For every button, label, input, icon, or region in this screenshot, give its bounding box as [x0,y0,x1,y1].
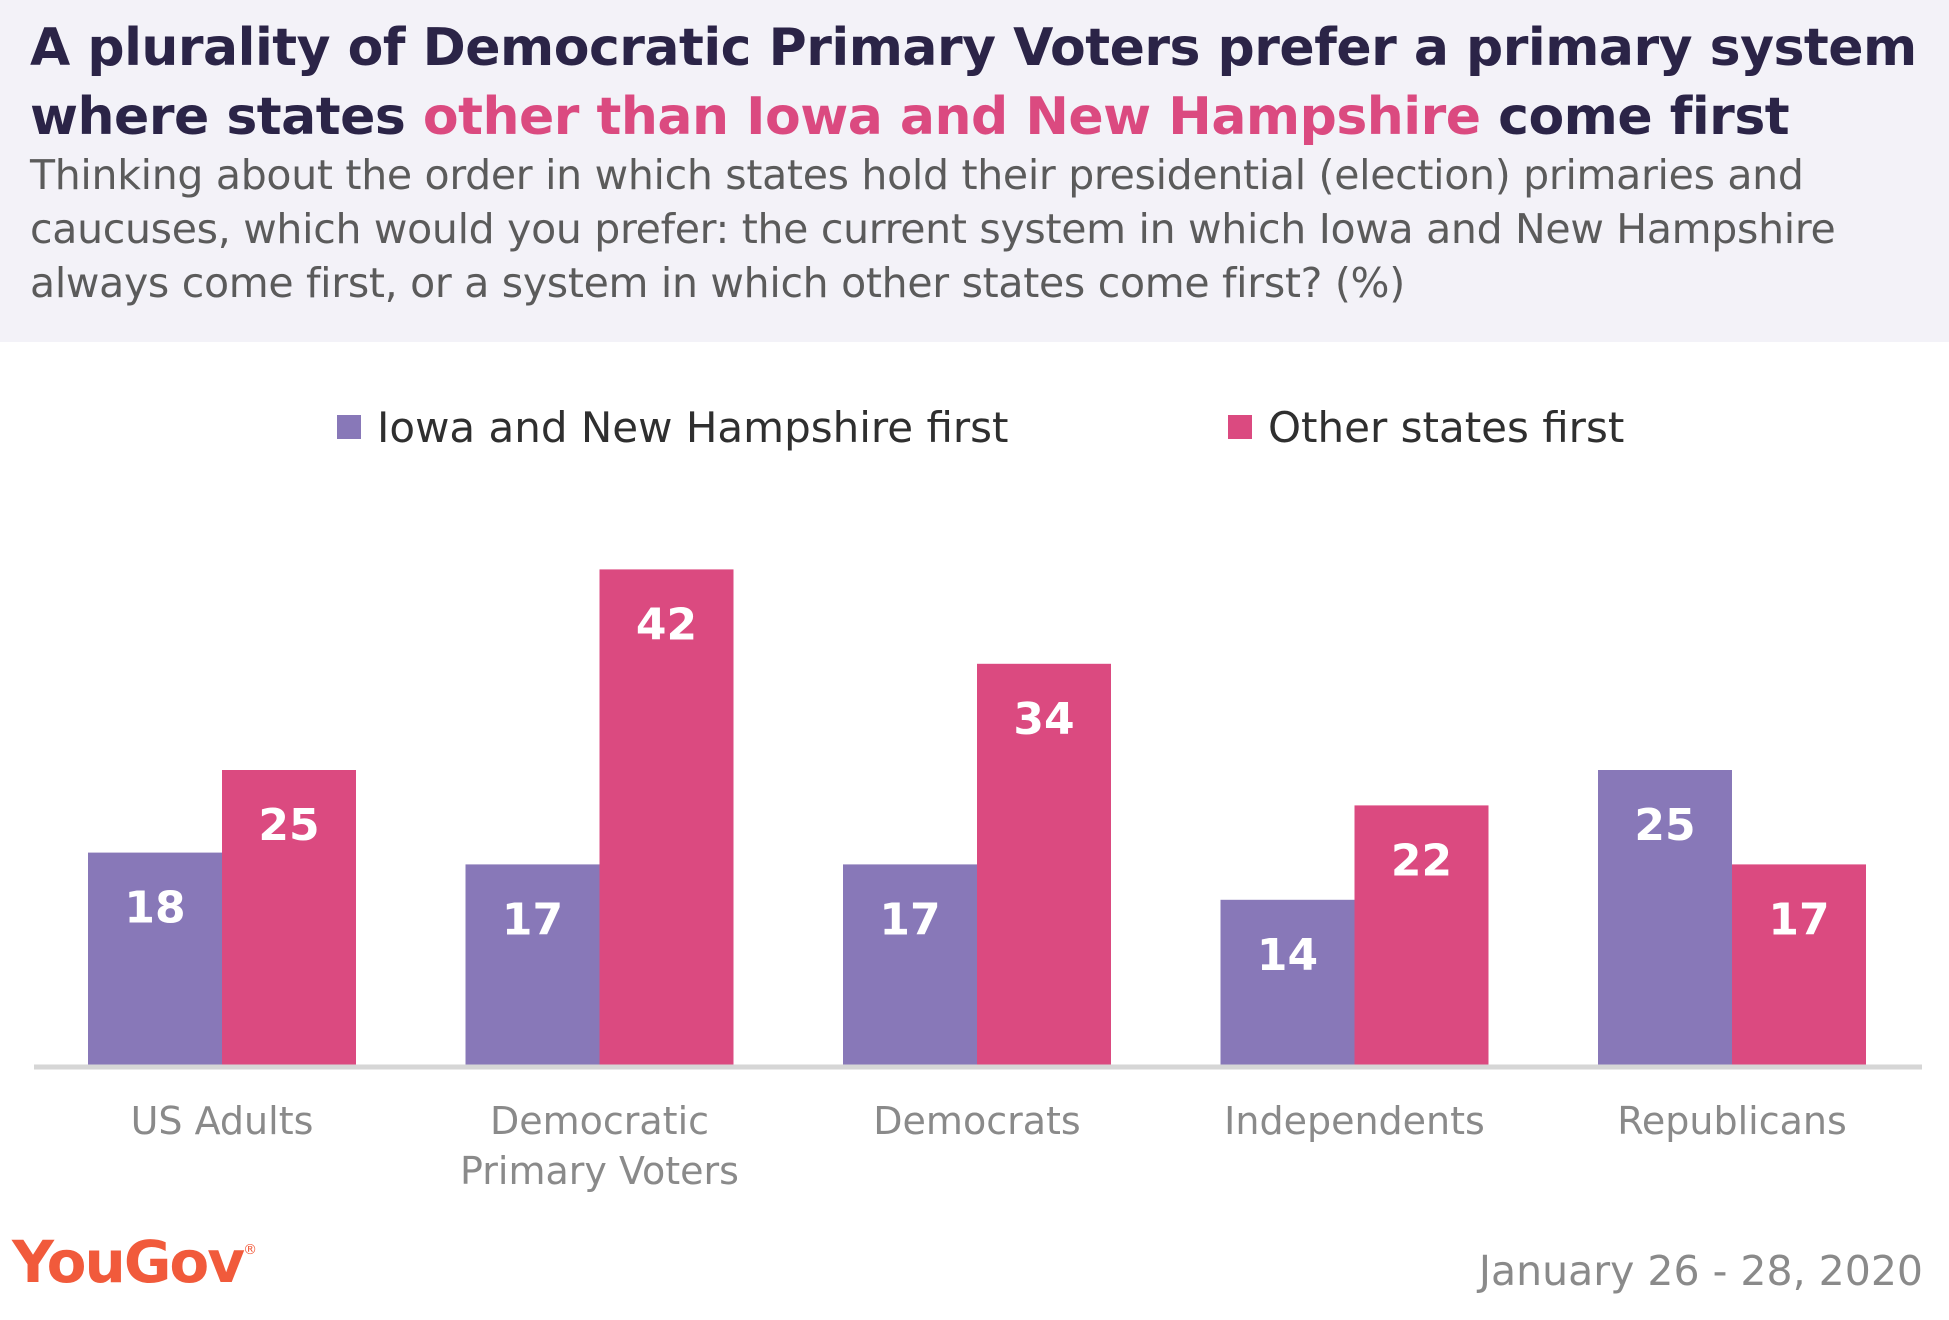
legend-label-iowa: Iowa and New Hampshire first [377,402,1009,452]
legend-swatch-other [1228,415,1252,439]
category-label-2: Democrats [873,1099,1080,1143]
legend-item-other: Other states first [1228,402,1624,452]
title-highlight: other than Iowa and New Hampshire [422,87,1481,147]
data-label-other-2: 34 [1013,694,1074,745]
bar-iowa-1 [465,864,600,1065]
data-label-iowa-3: 14 [1257,930,1318,981]
data-label-other-4: 17 [1768,894,1829,945]
bar-other-2 [977,663,1111,1065]
title-text-end: come first [1480,87,1790,147]
data-label-other-0: 25 [258,800,319,851]
category-label-3: Independents [1224,1099,1485,1143]
category-label-4: Republicans [1617,1099,1847,1143]
bar-iowa-3 [1220,899,1355,1065]
logo-registered-mark: ® [243,1242,258,1258]
bar-iowa-4 [1598,770,1732,1065]
data-label-iowa-2: 17 [879,894,940,945]
category-label-1: Democratic Primary Voters [460,1099,739,1193]
survey-date: January 26 - 28, 2020 [1478,1247,1923,1295]
bar-iowa-2 [843,864,977,1065]
legend-item-iowa: Iowa and New Hampshire first [337,402,1009,452]
bar-other-0 [222,770,356,1065]
bar-other-3 [1354,805,1489,1065]
chart-subtitle: Thinking about the order in which states… [30,151,1836,307]
chart-title: A plurality of Democratic Primary Voters… [30,14,1930,152]
bar-other-4 [1732,864,1866,1065]
data-label-other-3: 22 [1391,835,1452,886]
legend-label-other: Other states first [1268,402,1625,452]
logo-text: YouGov [12,1228,245,1296]
data-label-iowa-0: 18 [124,883,185,934]
title-text-start: A plurality of Democratic Primary Voters… [30,18,1917,147]
yougov-logo: YouGov® [12,1228,257,1296]
data-label-iowa-4: 25 [1634,800,1695,851]
header-panel: A plurality of Democratic Primary Voters… [0,0,1949,342]
data-label-iowa-1: 17 [502,894,563,945]
bar-iowa-0 [88,852,222,1065]
bar-other-1 [599,569,734,1065]
data-label-other-1: 42 [636,599,697,650]
category-label-0: US Adults [131,1099,314,1143]
legend-swatch-iowa [337,415,361,439]
